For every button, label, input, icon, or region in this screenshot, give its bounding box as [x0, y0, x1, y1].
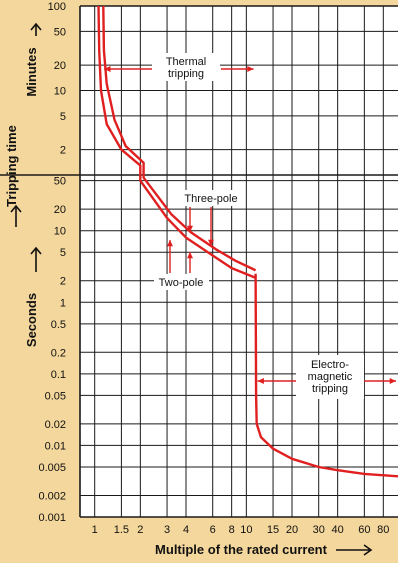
y-tick-label-seconds: 0.01: [45, 440, 66, 452]
annotation-electromagnetic-tripping: Electro-magnetic tripping: [308, 359, 353, 395]
y-tick-label-seconds: 0.001: [38, 512, 66, 524]
x-axis-title: Multiple of the rated current: [155, 542, 328, 557]
x-tick-label: 4: [183, 524, 189, 536]
y-tick-label-minutes: 2: [60, 145, 66, 157]
seconds-arrow: [30, 246, 42, 272]
y-tick-label-seconds: 0.005: [38, 462, 66, 474]
x-tick-label: 1: [92, 524, 98, 536]
annotation-thermal-box: [152, 53, 220, 81]
y-tick-label-seconds: 0.1: [51, 369, 66, 381]
y-tick-label-seconds: 10: [54, 226, 66, 238]
y-tick-label-seconds: 0.5: [51, 319, 66, 331]
annotation-thermal-tripping: Thermal tripping: [166, 56, 206, 80]
annotation-three-pole-box: [178, 190, 244, 206]
y-axis-title: Tripping time: [4, 125, 19, 207]
y-tick-label-seconds: 0.05: [45, 390, 66, 402]
y-tick-label-minutes: 20: [54, 60, 66, 72]
x-tick-label: 8: [229, 524, 235, 536]
x-tick-label: 2: [137, 524, 143, 536]
y-tick-label-seconds: 1: [60, 297, 66, 309]
x-tick-label: 30: [313, 524, 325, 536]
three-pole-arrow-1-head: [187, 225, 193, 232]
y-tick-label-seconds: 0.002: [38, 490, 66, 502]
magnetic-arrow-right-head: [389, 378, 396, 384]
x-tick-label: 15: [267, 524, 279, 536]
curve-electromagnetic: [254, 273, 398, 478]
three-pole-arrow-2-head: [208, 239, 214, 246]
thermal-arrow-left-head: [104, 66, 111, 72]
x-tick-label: 1.5: [114, 524, 129, 536]
y-axis-unit-seconds: Seconds: [24, 293, 39, 347]
curves: [97, 5, 398, 478]
y-tick-label-seconds: 2: [60, 276, 66, 288]
y-axis-unit-minutes: Minutes: [24, 47, 39, 96]
minutes-arrow: [30, 22, 42, 36]
x-tick-label: 60: [358, 524, 370, 536]
annotations: Thermal tripping Three-pole Two-pole Electro…: [104, 53, 396, 399]
y-axis-arrow: [10, 204, 22, 227]
y-tick-label-seconds: 0.02: [45, 419, 66, 431]
thermal-arrow-right-head: [247, 66, 254, 72]
x-tick-label: 40: [332, 524, 344, 536]
grid-lines: [0, 5, 398, 518]
tick-labels: 2 5 10 20 50 100 0.001 0.002 0.005 0.01 0.02 0.05 0.…: [10, 1, 389, 556]
y-tick-label-seconds: 20: [54, 204, 66, 216]
magnetic-arrow-left-head: [257, 378, 264, 384]
curve-three-pole: [102, 5, 257, 272]
x-axis-arrow: [336, 544, 373, 556]
y-tick-label-seconds: 50: [54, 176, 66, 188]
annotation-magnetic-box: [296, 355, 364, 399]
annotation-three-pole: Three-pole: [184, 193, 237, 205]
y-tick-label-minutes: 100: [48, 1, 66, 13]
y-tick-label-minutes: 50: [54, 26, 66, 38]
curve-two-pole: [97, 5, 257, 279]
axis-titles: Tripping time Minutes Seconds Multiple o…: [4, 47, 328, 557]
y-tick-label-minutes: 5: [60, 111, 66, 123]
two-pole-arrow-2-head: [187, 252, 193, 259]
x-tick-label: 3: [164, 524, 170, 536]
x-tick-label: 80: [377, 524, 389, 536]
annotation-two-pole-box: [154, 274, 209, 290]
y-tick-label-seconds: 5: [60, 247, 66, 259]
x-tick-label: 10: [240, 524, 252, 536]
annotation-two-pole: Two-pole: [159, 277, 204, 289]
y-tick-label-seconds: 0.2: [51, 347, 66, 359]
two-pole-arrow-1-head: [167, 240, 173, 247]
y-tick-label-minutes: 10: [54, 86, 66, 98]
x-tick-label: 20: [286, 524, 298, 536]
x-tick-label: 6: [210, 524, 216, 536]
